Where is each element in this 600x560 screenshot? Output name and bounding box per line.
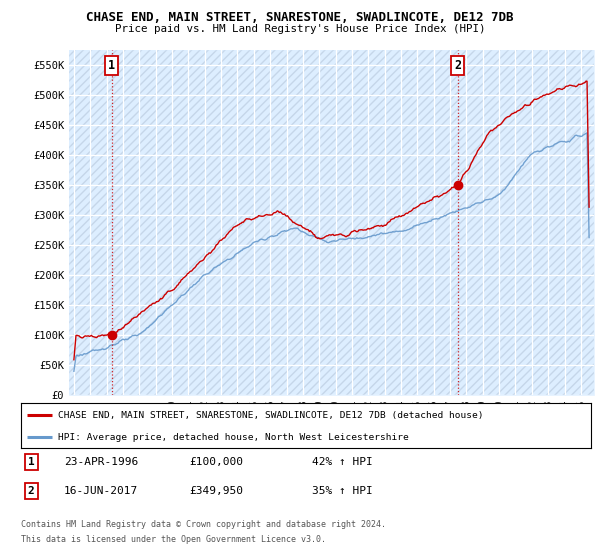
Text: £100,000: £100,000 — [189, 457, 243, 467]
Text: 42% ↑ HPI: 42% ↑ HPI — [312, 457, 373, 467]
Text: 35% ↑ HPI: 35% ↑ HPI — [312, 486, 373, 496]
Text: 23-APR-1996: 23-APR-1996 — [64, 457, 138, 467]
Text: 16-JUN-2017: 16-JUN-2017 — [64, 486, 138, 496]
Text: £349,950: £349,950 — [189, 486, 243, 496]
Text: Contains HM Land Registry data © Crown copyright and database right 2024.: Contains HM Land Registry data © Crown c… — [21, 520, 386, 529]
Text: 1: 1 — [28, 457, 35, 467]
Text: HPI: Average price, detached house, North West Leicestershire: HPI: Average price, detached house, Nort… — [58, 433, 409, 442]
Text: Price paid vs. HM Land Registry's House Price Index (HPI): Price paid vs. HM Land Registry's House … — [115, 24, 485, 34]
Text: This data is licensed under the Open Government Licence v3.0.: This data is licensed under the Open Gov… — [21, 535, 326, 544]
Text: 1: 1 — [108, 59, 115, 72]
Text: 2: 2 — [454, 59, 461, 72]
Text: CHASE END, MAIN STREET, SNARESTONE, SWADLINCOTE, DE12 7DB: CHASE END, MAIN STREET, SNARESTONE, SWAD… — [86, 11, 514, 24]
Text: CHASE END, MAIN STREET, SNARESTONE, SWADLINCOTE, DE12 7DB (detached house): CHASE END, MAIN STREET, SNARESTONE, SWAD… — [58, 411, 484, 420]
Text: 2: 2 — [28, 486, 35, 496]
